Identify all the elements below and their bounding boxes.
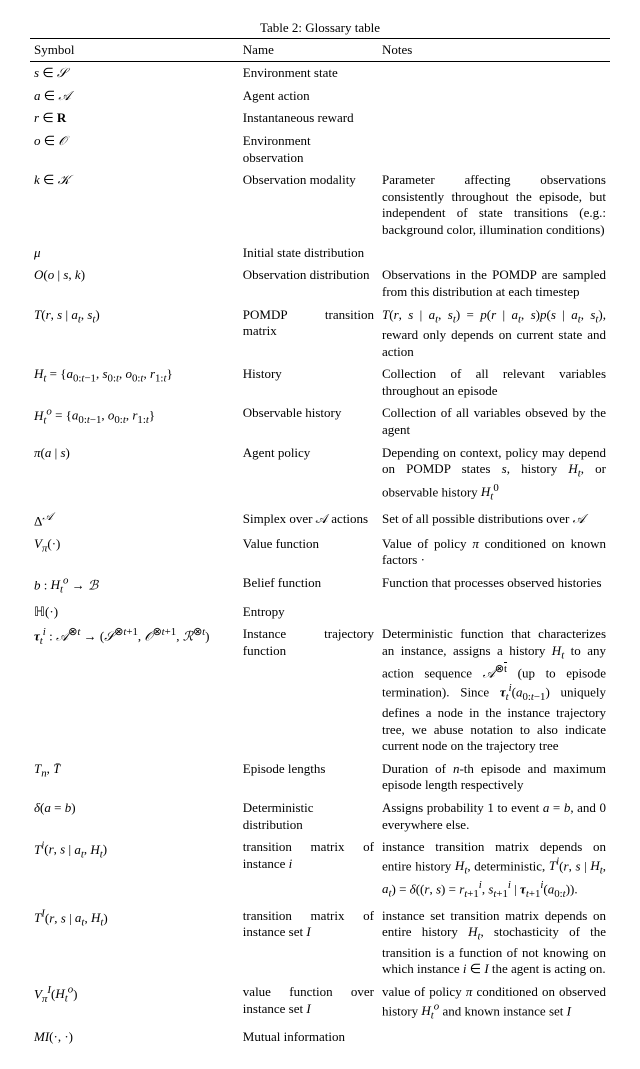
table-row: MI(·, ·)Mutual information — [30, 1026, 610, 1049]
symbol-cell: π(a | s) — [30, 442, 239, 508]
notes-cell: Collection of all variables obseved by t… — [378, 402, 610, 441]
name-cell: transition matrix of instance set I — [239, 905, 378, 981]
name-cell: Instantaneous reward — [239, 107, 378, 130]
table-row: k ∈ 𝒦Observation modalityParameter affec… — [30, 169, 610, 242]
table-header-row: Symbol Name Notes — [30, 39, 610, 62]
symbol-cell: Tn, T̄ — [30, 758, 239, 797]
symbol-cell: a ∈ 𝒜 — [30, 85, 239, 108]
symbol-cell: O(o | s, k) — [30, 264, 239, 303]
notes-cell: instance set transition matrix depends o… — [378, 905, 610, 981]
table-row: o ∈ 𝒪Environment observation — [30, 130, 610, 169]
name-cell: Deterministic distribution — [239, 797, 378, 836]
table-row: Δ𝒜Simplex over 𝒜 actionsSet of all possi… — [30, 508, 610, 533]
symbol-cell: s ∈ 𝒮 — [30, 62, 239, 85]
symbol-cell: o ∈ 𝒪 — [30, 130, 239, 169]
table-row: Hto = {a0:t−1, o0:t, r1:t}Observable his… — [30, 402, 610, 441]
col-header-name: Name — [239, 39, 378, 62]
name-cell: Simplex over 𝒜 actions — [239, 508, 378, 533]
table-row: a ∈ 𝒜Agent action — [30, 85, 610, 108]
notes-cell — [378, 130, 610, 169]
table-row: T(r, s | at, st)POMDP transition matrixT… — [30, 304, 610, 364]
symbol-cell: Δ𝒜 — [30, 508, 239, 533]
glossary-table: Symbol Name Notes s ∈ 𝒮Environment state… — [30, 38, 610, 1049]
notes-cell — [378, 85, 610, 108]
col-header-symbol: Symbol — [30, 39, 239, 62]
name-cell: Value function — [239, 533, 378, 572]
name-cell: value function over instance set I — [239, 981, 378, 1026]
table-row: ℍ(·)Entropy — [30, 601, 610, 624]
symbol-cell: TI(r, s | at, Ht) — [30, 905, 239, 981]
table-row: b : Hto → ℬBelief functionFunction that … — [30, 572, 610, 601]
table-row: Ti(r, s | at, Ht)transition matrix of in… — [30, 836, 610, 904]
table-row: Ht = {a0:t−1, s0:t, o0:t, r1:t}HistoryCo… — [30, 363, 610, 402]
notes-cell — [378, 1026, 610, 1049]
symbol-cell: ℍ(·) — [30, 601, 239, 624]
table-row: O(o | s, k)Observation distributionObser… — [30, 264, 610, 303]
table-row: τti : 𝒜⊗t → (𝒮⊗t+1, 𝒪⊗t+1, ℛ⊗t)Instance … — [30, 623, 610, 758]
table-row: Tn, T̄Episode lengthsDuration of n-th ep… — [30, 758, 610, 797]
notes-cell: Function that processes observed histori… — [378, 572, 610, 601]
notes-cell: Parameter affecting observations consist… — [378, 169, 610, 242]
notes-cell — [378, 62, 610, 85]
symbol-cell: k ∈ 𝒦 — [30, 169, 239, 242]
name-cell: Environment observation — [239, 130, 378, 169]
table-row: δ(a = b)Deterministic distributionAssign… — [30, 797, 610, 836]
symbol-cell: δ(a = b) — [30, 797, 239, 836]
notes-cell: Collection of all relevant variables thr… — [378, 363, 610, 402]
table-row: Vπ(·)Value functionValue of policy π con… — [30, 533, 610, 572]
name-cell: Mutual information — [239, 1026, 378, 1049]
name-cell: History — [239, 363, 378, 402]
notes-cell — [378, 107, 610, 130]
symbol-cell: VπI(Hto) — [30, 981, 239, 1026]
name-cell: Observable history — [239, 402, 378, 441]
symbol-cell: Ti(r, s | at, Ht) — [30, 836, 239, 904]
notes-cell — [378, 601, 610, 624]
name-cell: Episode lengths — [239, 758, 378, 797]
notes-cell: Value of policy π conditioned on known f… — [378, 533, 610, 572]
notes-cell: Assigns probability 1 to event a = b, an… — [378, 797, 610, 836]
notes-cell — [378, 242, 610, 265]
table-row: π(a | s)Agent policyDepending on context… — [30, 442, 610, 508]
name-cell: transition matrix of instance i — [239, 836, 378, 904]
notes-cell: instance transition matrix depends on en… — [378, 836, 610, 904]
table-row: μInitial state distribution — [30, 242, 610, 265]
name-cell: Agent policy — [239, 442, 378, 508]
symbol-cell: MI(·, ·) — [30, 1026, 239, 1049]
symbol-cell: b : Hto → ℬ — [30, 572, 239, 601]
symbol-cell: τti : 𝒜⊗t → (𝒮⊗t+1, 𝒪⊗t+1, ℛ⊗t) — [30, 623, 239, 758]
symbol-cell: r ∈ R — [30, 107, 239, 130]
table-row: r ∈ RInstantaneous reward — [30, 107, 610, 130]
name-cell: Agent action — [239, 85, 378, 108]
notes-cell: Set of all possible distributions over 𝒜 — [378, 508, 610, 533]
col-header-notes: Notes — [378, 39, 610, 62]
symbol-cell: Vπ(·) — [30, 533, 239, 572]
notes-cell: Depending on context, policy may depend … — [378, 442, 610, 508]
table-row: VπI(Hto)value function over instance set… — [30, 981, 610, 1026]
notes-cell: T(r, s | at, st) = p(r | at, s)p(s | at,… — [378, 304, 610, 364]
name-cell: Environment state — [239, 62, 378, 85]
name-cell: Entropy — [239, 601, 378, 624]
table-row: s ∈ 𝒮Environment state — [30, 62, 610, 85]
symbol-cell: Hto = {a0:t−1, o0:t, r1:t} — [30, 402, 239, 441]
name-cell: Initial state distribution — [239, 242, 378, 265]
name-cell: Belief function — [239, 572, 378, 601]
table-row: TI(r, s | at, Ht)transition matrix of in… — [30, 905, 610, 981]
notes-cell: Duration of n-th episode and maximum epi… — [378, 758, 610, 797]
table-caption: Table 2: Glossary table — [30, 20, 610, 36]
notes-cell: value of policy π conditioned on observe… — [378, 981, 610, 1026]
symbol-cell: Ht = {a0:t−1, s0:t, o0:t, r1:t} — [30, 363, 239, 402]
name-cell: POMDP transition matrix — [239, 304, 378, 364]
symbol-cell: μ — [30, 242, 239, 265]
name-cell: Observation distribution — [239, 264, 378, 303]
name-cell: Instance trajectory function — [239, 623, 378, 758]
notes-cell: Observations in the POMDP are sampled fr… — [378, 264, 610, 303]
notes-cell: Deterministic function that characterize… — [378, 623, 610, 758]
name-cell: Observation modality — [239, 169, 378, 242]
symbol-cell: T(r, s | at, st) — [30, 304, 239, 364]
